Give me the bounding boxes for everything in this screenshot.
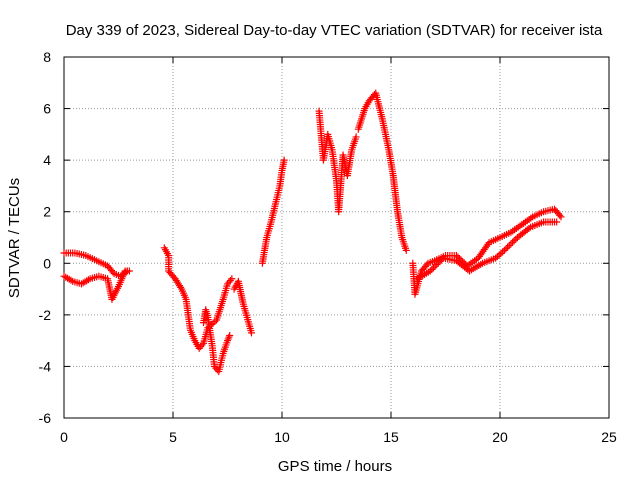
axis-ticks: 0 5 10 15 20 25 -6 -4 -2 0 2 4 6 8 xyxy=(39,49,617,445)
data-point xyxy=(556,211,564,219)
y-tick-label: -2 xyxy=(39,307,52,323)
data-point xyxy=(553,218,561,226)
data-point xyxy=(505,242,513,250)
data-point xyxy=(434,259,442,267)
x-tick-label: 0 xyxy=(60,429,68,445)
data-point xyxy=(352,133,360,141)
data-point xyxy=(177,283,185,291)
y-tick-label: 0 xyxy=(43,255,51,271)
data-point xyxy=(557,213,565,221)
data-point xyxy=(430,264,438,272)
x-tick-label: 15 xyxy=(383,429,399,445)
data-point xyxy=(247,329,255,337)
data-points xyxy=(60,89,565,376)
grid-lines xyxy=(64,57,609,418)
data-point xyxy=(509,238,517,246)
data-point xyxy=(225,333,233,341)
data-point xyxy=(280,156,288,164)
y-tick-label: 6 xyxy=(43,101,51,117)
data-point xyxy=(224,335,232,343)
data-point xyxy=(125,267,133,275)
x-tick-label: 10 xyxy=(274,429,290,445)
data-point xyxy=(428,265,436,273)
y-tick-label: 2 xyxy=(43,204,51,220)
data-point xyxy=(198,341,206,349)
y-tick-label: -4 xyxy=(39,358,52,374)
data-point xyxy=(433,261,441,269)
data-point xyxy=(500,246,508,254)
x-tick-label: 25 xyxy=(601,429,617,445)
data-point xyxy=(226,276,234,284)
x-tick-label: 20 xyxy=(492,429,508,445)
data-point xyxy=(525,224,533,232)
data-point xyxy=(426,267,434,275)
data-point xyxy=(431,262,439,270)
data-point xyxy=(436,257,444,265)
data-point xyxy=(504,243,512,251)
y-tick-label: -6 xyxy=(39,410,52,426)
y-axis-label: SDTVAR / TECUs xyxy=(6,178,23,298)
data-point xyxy=(497,249,505,257)
data-point xyxy=(438,256,446,264)
data-point xyxy=(224,337,231,345)
data-point xyxy=(495,251,503,259)
x-axis-label: GPS time / hours xyxy=(278,458,392,475)
data-point xyxy=(510,237,518,245)
data-point xyxy=(402,246,410,254)
data-point xyxy=(507,240,515,248)
x-tick-label: 5 xyxy=(169,429,177,445)
data-point xyxy=(209,319,217,327)
y-tick-label: 8 xyxy=(43,49,51,65)
data-point xyxy=(226,331,234,339)
data-point xyxy=(502,245,510,253)
chart-title: Day 339 of 2023, Sidereal Day-to-day VTE… xyxy=(66,22,603,39)
y-tick-label: 4 xyxy=(43,152,51,168)
data-point xyxy=(228,275,236,283)
plot-frame xyxy=(63,56,610,419)
